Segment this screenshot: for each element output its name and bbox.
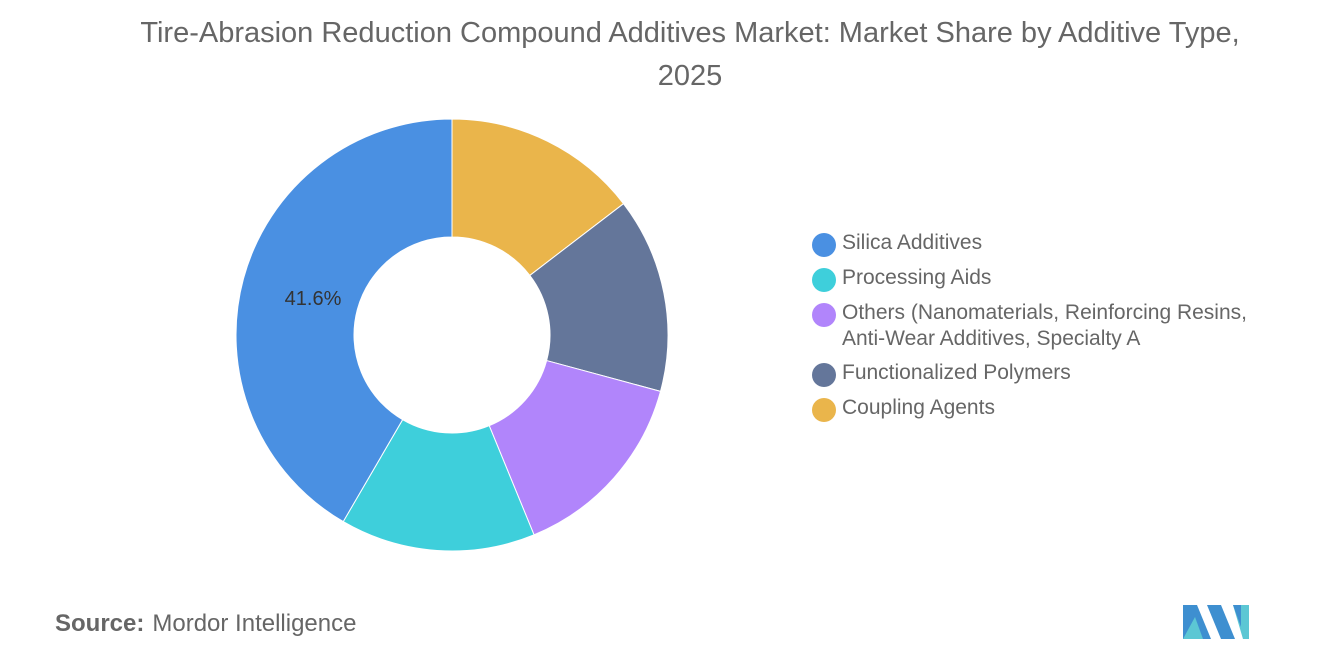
slice-functionalized <box>529 202 669 392</box>
legend-label: Silica Additives <box>842 231 983 254</box>
legend-item: Processing Aids <box>812 265 1252 292</box>
donut-slices <box>235 118 669 552</box>
legend-label: Others (Nanomaterials, Reinforcing Resin… <box>842 301 1247 350</box>
legend-label: Functionalized Polymers <box>842 361 1071 384</box>
legend-swatch-icon <box>812 268 836 292</box>
legend-label: Processing Aids <box>842 266 992 289</box>
legend-item: Others (Nanomaterials, Reinforcing Resin… <box>812 300 1252 352</box>
source-note: Source: Mordor Intelligence <box>55 610 356 638</box>
chart-legend: Silica Additives Processing Aids Others (N… <box>812 230 1252 430</box>
legend-swatch-icon <box>812 303 836 327</box>
slice-processing <box>342 418 535 552</box>
donut-data-labels: 41.6% <box>285 288 342 310</box>
legend-swatch-icon <box>812 233 836 257</box>
source-prefix: Source: <box>55 610 145 637</box>
slice-others <box>488 359 662 536</box>
slice-data-label: 41.6% <box>285 288 342 310</box>
chart-title: Tire-Abrasion Reduction Compound Additiv… <box>140 17 1240 92</box>
mordor-intelligence-logo-icon <box>1183 605 1249 639</box>
source-text: Mordor Intelligence <box>152 610 357 637</box>
legend-label: Coupling Agents <box>842 396 995 419</box>
slice-silica <box>235 118 453 523</box>
legend-swatch-icon <box>812 363 836 387</box>
legend-item: Coupling Agents <box>812 395 1252 422</box>
legend-swatch-icon <box>812 398 836 422</box>
legend-item: Functionalized Polymers <box>812 360 1252 387</box>
legend-item: Silica Additives <box>812 230 1252 257</box>
